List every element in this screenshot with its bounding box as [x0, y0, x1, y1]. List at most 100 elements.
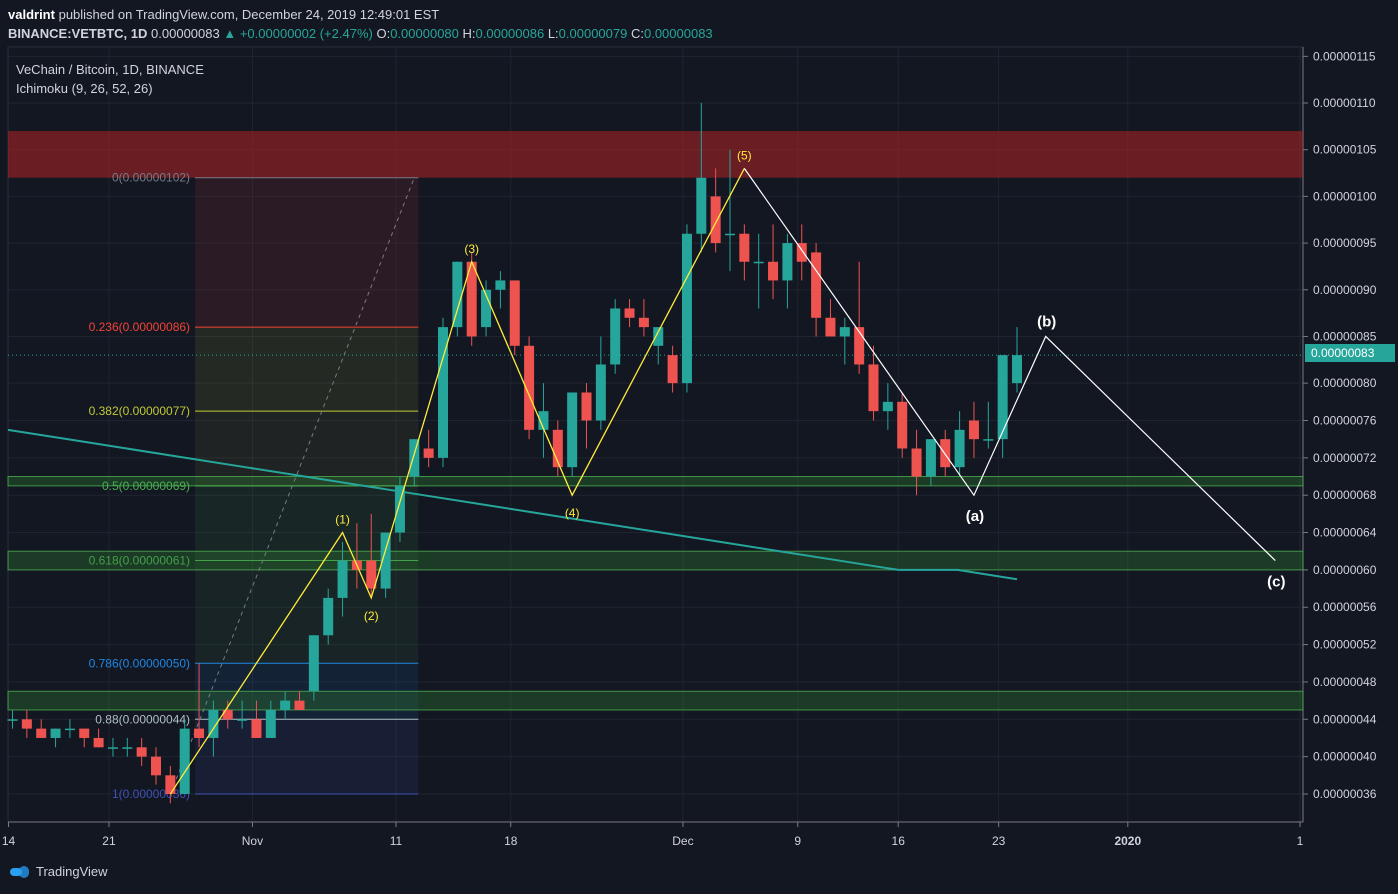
header-bar: valdrint published on TradingView.com, D…: [0, 0, 1398, 46]
open-value: 0.00000080: [390, 26, 459, 41]
candle-body: [179, 728, 190, 794]
footer-brand[interactable]: TradingView: [10, 864, 108, 879]
candle-body: [136, 747, 147, 757]
fib-label: 0.618(0.00000061): [89, 554, 190, 568]
x-tick-label: 1: [1297, 834, 1304, 848]
tradingview-logo-icon: [10, 865, 30, 879]
fib-label: 0.382(0.00000077): [89, 404, 190, 418]
low-value: 0.00000079: [558, 26, 628, 41]
x-tick-label: Dec: [672, 834, 693, 848]
zone-support-lower: [7, 690, 1304, 711]
x-tick-label: 23: [992, 834, 1006, 848]
candle-body: [854, 327, 865, 365]
candle-body: [380, 532, 391, 589]
candle-body: [36, 728, 47, 738]
candle-body: [753, 261, 764, 264]
fib-trend-line: [169, 177, 415, 795]
symbol-label: BINANCE:VETBTC, 1D: [8, 26, 148, 41]
x-tick-label: 11: [390, 834, 403, 848]
zone-resistance: [8, 131, 1303, 178]
candle-body: [567, 392, 578, 468]
candle-body: [308, 635, 319, 692]
candle-body: [107, 747, 118, 749]
candle-body: [968, 420, 979, 440]
wave-label: (2): [364, 609, 379, 623]
ohlc-line: BINANCE:VETBTC, 1D 0.00000083 ▲ +0.00000…: [8, 26, 713, 41]
y-tick-label: 0.00000105: [1313, 143, 1377, 157]
candle-body: [438, 327, 448, 458]
candle-body: [452, 261, 463, 328]
candle-body: [323, 597, 334, 636]
candle-body: [638, 317, 649, 328]
x-tick-label: 9: [794, 834, 801, 848]
candle-body: [509, 280, 520, 346]
candle-body: [595, 364, 606, 421]
y-tick-label: 0.00000060: [1313, 563, 1377, 577]
y-tick-label: 0.00000068: [1313, 488, 1377, 502]
candle-body: [165, 775, 176, 794]
zone-support-middle: [7, 550, 1304, 571]
x-tick-label: Nov: [242, 834, 263, 848]
y-tick-label: 0.00000100: [1313, 189, 1377, 203]
candle-body: [667, 355, 678, 384]
publish-info: published on TradingView.com, December 2…: [58, 7, 440, 22]
fib-label: 1(0.00000036): [112, 787, 190, 801]
y-tick-label: 0.00000072: [1313, 451, 1377, 465]
candle-body: [739, 233, 750, 262]
candle-body: [151, 756, 161, 776]
candle-body: [337, 560, 348, 598]
publish-line: valdrint published on TradingView.com, D…: [8, 7, 439, 22]
candle-body: [265, 709, 276, 738]
candle-body: [7, 719, 18, 721]
x-tick-label: 16: [892, 834, 906, 848]
abc-projection-line: [743, 168, 1276, 561]
fib-label: 0.88(0.00000044): [95, 712, 190, 726]
candle-body: [280, 700, 291, 710]
candle-body: [394, 485, 405, 533]
y-tick-label: 0.00000040: [1313, 750, 1377, 764]
candle-body: [524, 345, 535, 430]
up-arrow-icon: ▲: [223, 26, 237, 41]
y-tick-label: 0.00000115: [1313, 49, 1376, 63]
candle-body: [983, 439, 994, 441]
candle-body: [294, 700, 305, 710]
candle-body: [796, 243, 807, 262]
candle-body: [122, 747, 133, 749]
candle-body: [768, 261, 779, 281]
candle-body: [423, 448, 434, 458]
wave-label: (5): [737, 148, 752, 162]
author-name[interactable]: valdrint: [8, 7, 55, 22]
close-label: C:: [630, 26, 644, 41]
y-tick-label: 0.00000036: [1313, 787, 1377, 801]
candle-body: [208, 709, 219, 738]
abc-label: (c): [1267, 574, 1285, 591]
candle-body: [409, 439, 420, 477]
candle-body: [50, 728, 61, 738]
y-tick-label: 0.00000110: [1313, 96, 1376, 110]
candle-body: [495, 280, 506, 290]
candle-body: [481, 289, 492, 328]
y-tick-label: 0.00000090: [1313, 283, 1377, 297]
low-label: L:: [547, 26, 559, 41]
fib-band: [195, 719, 419, 794]
candle-body: [1012, 355, 1022, 384]
legend-indicator[interactable]: Ichimoku (9, 26, 52, 26): [16, 81, 153, 96]
candle-body: [237, 719, 248, 721]
candle-body: [897, 401, 908, 449]
abc-label: (b): [1037, 313, 1056, 330]
last-price-tag: 0.00000083: [1305, 344, 1395, 362]
fib-label: 0.5(0.00000069): [102, 479, 190, 493]
y-tick-label: 0.00000052: [1313, 638, 1377, 652]
candle-body: [624, 308, 635, 318]
y-tick-label: 0.00000076: [1313, 413, 1377, 427]
x-tick-label: 14: [2, 834, 16, 848]
high-value: 0.00000086: [475, 26, 545, 41]
legend-title[interactable]: VeChain / Bitcoin, 1D, BINANCE: [16, 62, 204, 77]
fib-label: 0(0.00000102): [112, 171, 190, 185]
elliott-wave-line: [169, 168, 745, 795]
last-price: 0.00000083: [151, 26, 220, 41]
zone-support-upper: [7, 476, 1304, 487]
candle-body: [366, 560, 377, 589]
candle-body: [782, 243, 793, 281]
